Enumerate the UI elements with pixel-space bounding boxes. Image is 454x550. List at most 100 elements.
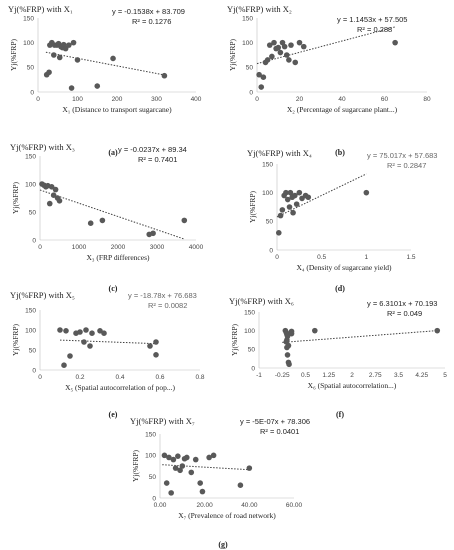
y-tick-label: 0	[269, 247, 273, 254]
data-point	[179, 463, 186, 469]
y-tick-label: 100	[262, 190, 273, 197]
x-tick-label: 2	[350, 372, 354, 379]
panel-label: (g)	[218, 540, 228, 549]
y-tick-label: 100	[25, 181, 36, 188]
data-point	[312, 327, 318, 334]
data-point	[74, 57, 81, 63]
y-tick-label: 150	[242, 15, 253, 22]
trend-equation: y = -5E-07x + 78.306	[240, 417, 310, 426]
chart-b: Yj(%FRP) with X₂ y = 1.1453x + 57.505 R² =…	[227, 0, 454, 158]
x-tick-label: 60	[381, 96, 389, 103]
data-point	[68, 85, 75, 91]
data-point	[256, 71, 262, 78]
data-point	[87, 220, 94, 226]
chart-e: Yj(%FRP) with X₅ y = -18.78x + 76.683 R² =…	[0, 288, 227, 420]
y-tick-label: 0	[249, 89, 253, 96]
data-point	[392, 39, 398, 46]
data-point	[206, 454, 212, 461]
y-tick-label: 50	[246, 65, 254, 72]
data-point	[163, 480, 170, 486]
y-axis-label: Yj(%FRP)	[11, 323, 20, 356]
chart-title: Yj(%FRP) with X₆	[229, 296, 294, 306]
y-tick-label: 50	[248, 347, 256, 354]
trend-equation: y = 75.017x + 57.683	[367, 151, 437, 160]
data-point	[52, 186, 59, 193]
y-axis-label: Yj(%FRP)	[11, 181, 20, 214]
x-tick-label: 2.75	[369, 372, 382, 379]
x-axis-label: X₂ (Percentage of sugarcane plant...)	[287, 105, 398, 114]
chart-f: Yj(%FRP) with X₆ y = 6.3101x + 70.193 R² =…	[227, 288, 454, 420]
panel-label: (a)	[108, 148, 118, 157]
data-point	[87, 343, 93, 349]
data-point	[150, 230, 156, 237]
x-tick-label: 0	[38, 244, 42, 251]
x-tick-label: 0.5	[301, 372, 310, 379]
chart-title: Yj(%FRP) with X₁	[8, 4, 73, 14]
trend-line	[282, 330, 438, 343]
x-tick-label: -1	[256, 372, 262, 379]
data-point	[110, 55, 116, 62]
x-tick-label: 0	[255, 96, 259, 103]
data-point	[48, 184, 55, 190]
data-point	[67, 353, 73, 359]
x-tick-label: 300	[151, 96, 162, 103]
trend-equation: y = -18.78x + 76.683	[128, 291, 197, 300]
data-point	[434, 327, 441, 334]
chart-title: Yj(%FRP) with X₂	[227, 4, 292, 14]
x-axis-label: X₃ (FRP differences)	[86, 253, 150, 262]
chart-title: Yj(%FRP) with X₅	[10, 290, 75, 300]
data-point	[77, 329, 83, 335]
x-tick-label: 0	[38, 374, 42, 381]
data-point	[56, 54, 63, 61]
x-tick-label: 40	[338, 96, 346, 103]
data-point	[147, 343, 153, 349]
x-tick-label: 3.5	[394, 372, 403, 379]
data-point	[260, 74, 267, 80]
data-point	[275, 230, 282, 236]
trend-line	[45, 51, 165, 76]
scatter-a: Yj(%FRP) with X₁ y = -0.1538x + 83.709R² …	[8, 4, 202, 157]
data-point	[283, 52, 290, 58]
data-point	[363, 189, 370, 196]
data-point	[192, 456, 199, 463]
data-point	[266, 42, 273, 48]
data-point	[63, 328, 69, 334]
data-point	[286, 204, 293, 210]
data-point	[175, 453, 181, 459]
x-axis-label: X₇ (Prevalence of road network)	[178, 511, 276, 520]
x-tick-label: 0.6	[155, 374, 164, 381]
data-point	[153, 352, 159, 358]
trend-equation: y = -0.1538x + 83.709	[112, 7, 185, 16]
y-tick-label: 0	[32, 367, 36, 374]
data-point	[56, 198, 63, 204]
panel-label: (e)	[109, 410, 118, 419]
data-point	[284, 344, 290, 351]
x-tick-label: 0.5	[317, 254, 326, 261]
y-tick-label: 0	[32, 237, 36, 244]
x-tick-label: 0.2	[75, 374, 84, 381]
data-point	[210, 452, 217, 459]
chart-d: Yj(%FRP) with X₄ y = 75.017x + 57.683 R² =…	[227, 142, 454, 294]
x-tick-label: 40.00	[241, 502, 258, 509]
x-tick-label: 0.8	[195, 374, 204, 381]
data-point	[161, 452, 168, 459]
y-tick-label: 150	[262, 161, 273, 168]
y-tick-label: 150	[145, 431, 156, 438]
y-axis-label: Yj(%FRP)	[131, 449, 140, 482]
r-squared: R² = 0.288	[357, 25, 392, 34]
data-point	[199, 488, 206, 495]
data-point	[166, 454, 172, 461]
data-point	[288, 330, 295, 337]
data-point	[277, 49, 284, 56]
data-point	[51, 52, 57, 58]
panel-label: (c)	[109, 284, 118, 293]
data-point	[70, 39, 77, 46]
x-tick-label: 0	[36, 96, 40, 103]
data-point	[46, 69, 52, 76]
r-squared: R² = 0.049	[387, 309, 422, 318]
y-axis-label: Yj(%FRP)	[230, 323, 239, 356]
trend-equation: y = 1.1453x + 57.505	[337, 15, 407, 24]
